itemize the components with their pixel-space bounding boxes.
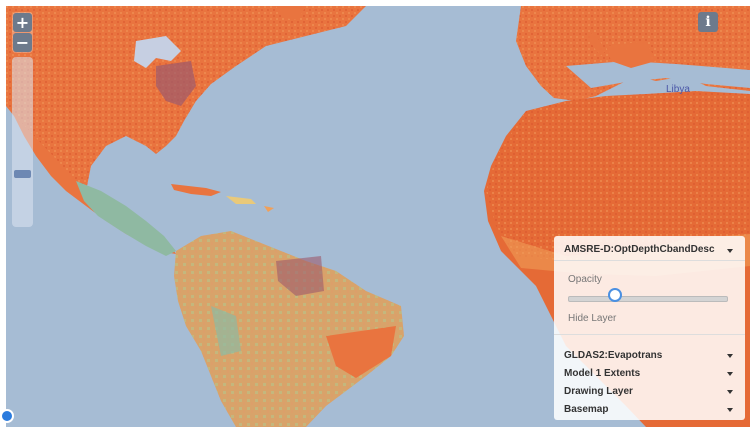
great-lakes [134, 36, 181, 68]
mediterranean-sea [566, 61, 750, 88]
layer-row-model-extents[interactable]: Model 1 Extents [564, 368, 641, 379]
opacity-label: Opacity [568, 274, 602, 285]
divider [554, 334, 745, 335]
chevron-down-icon[interactable] [727, 372, 733, 376]
chevron-down-icon[interactable] [727, 390, 733, 394]
zoom-in-button[interactable]: + [13, 13, 32, 32]
layer-switcher-panel: AMSRE-D:OptDepthCbandDesc Opacity Hide L… [554, 236, 745, 420]
zoom-control: + − [12, 12, 33, 53]
active-layer-title[interactable]: AMSRE-D:OptDepthCbandDesc [564, 244, 715, 255]
info-button[interactable]: i [698, 12, 718, 32]
central-america-land [76, 181, 176, 256]
opacity-slider-handle[interactable] [608, 288, 622, 302]
chevron-down-icon[interactable] [727, 249, 733, 253]
zoom-out-button[interactable]: − [13, 33, 32, 52]
layer-row-gldas2[interactable]: GLDAS2:Evapotrans [564, 350, 663, 361]
chevron-down-icon[interactable] [727, 408, 733, 412]
zoom-slider[interactable] [12, 57, 33, 227]
zoom-slider-thumb[interactable] [14, 170, 31, 178]
layer-row-basemap[interactable]: Basemap [564, 404, 609, 415]
layer-row-drawing[interactable]: Drawing Layer [564, 386, 633, 397]
divider [554, 260, 745, 261]
place-label-libya: Libya [666, 84, 690, 95]
opacity-slider-track[interactable] [568, 296, 728, 302]
location-indicator-icon[interactable] [0, 409, 14, 423]
chevron-down-icon[interactable] [727, 354, 733, 358]
hide-layer-link[interactable]: Hide Layer [568, 313, 617, 324]
